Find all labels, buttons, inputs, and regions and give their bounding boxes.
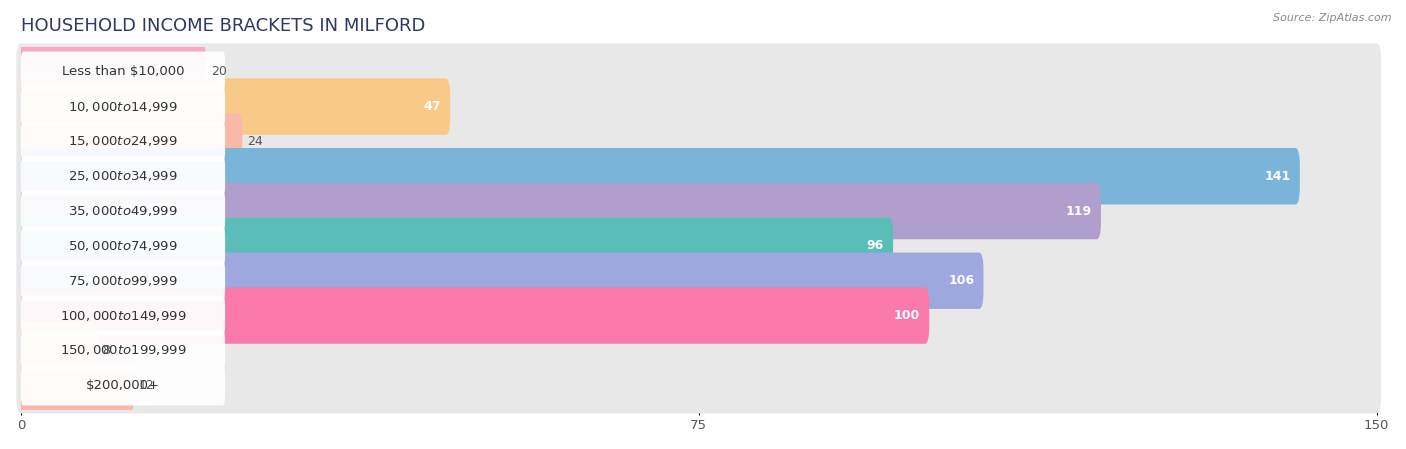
FancyBboxPatch shape <box>17 183 1381 239</box>
FancyBboxPatch shape <box>17 287 929 344</box>
FancyBboxPatch shape <box>17 44 1381 100</box>
FancyBboxPatch shape <box>17 113 242 170</box>
FancyBboxPatch shape <box>21 86 225 127</box>
FancyBboxPatch shape <box>21 52 225 92</box>
Text: 20: 20 <box>211 65 226 78</box>
Text: 119: 119 <box>1066 205 1092 218</box>
Text: $150,000 to $199,999: $150,000 to $199,999 <box>59 343 186 357</box>
Text: $200,000+: $200,000+ <box>86 379 160 392</box>
FancyBboxPatch shape <box>17 183 1101 239</box>
FancyBboxPatch shape <box>17 357 1381 414</box>
FancyBboxPatch shape <box>17 287 1381 344</box>
Text: 100: 100 <box>894 309 920 322</box>
FancyBboxPatch shape <box>21 156 225 196</box>
FancyBboxPatch shape <box>17 78 450 135</box>
FancyBboxPatch shape <box>17 218 893 274</box>
FancyBboxPatch shape <box>17 252 1381 309</box>
Text: 141: 141 <box>1264 170 1291 183</box>
FancyBboxPatch shape <box>17 148 1381 204</box>
FancyBboxPatch shape <box>21 121 225 162</box>
FancyBboxPatch shape <box>17 322 1381 379</box>
FancyBboxPatch shape <box>17 252 983 309</box>
FancyBboxPatch shape <box>21 365 225 405</box>
Text: $35,000 to $49,999: $35,000 to $49,999 <box>67 204 177 218</box>
FancyBboxPatch shape <box>17 44 207 100</box>
Text: $100,000 to $149,999: $100,000 to $149,999 <box>59 308 186 322</box>
FancyBboxPatch shape <box>17 148 1299 204</box>
Text: 12: 12 <box>138 379 155 392</box>
FancyBboxPatch shape <box>17 322 97 379</box>
FancyBboxPatch shape <box>17 357 134 414</box>
FancyBboxPatch shape <box>21 226 225 266</box>
FancyBboxPatch shape <box>17 218 1381 274</box>
Text: Source: ZipAtlas.com: Source: ZipAtlas.com <box>1274 13 1392 23</box>
Text: $10,000 to $14,999: $10,000 to $14,999 <box>67 100 177 114</box>
Text: 8: 8 <box>103 344 110 357</box>
Text: Less than $10,000: Less than $10,000 <box>62 65 184 78</box>
Text: 106: 106 <box>948 274 974 287</box>
FancyBboxPatch shape <box>17 113 1381 170</box>
Text: $15,000 to $24,999: $15,000 to $24,999 <box>67 134 177 148</box>
Text: 96: 96 <box>866 239 884 252</box>
FancyBboxPatch shape <box>21 330 225 370</box>
Text: $25,000 to $34,999: $25,000 to $34,999 <box>67 169 177 183</box>
Text: 47: 47 <box>423 100 441 113</box>
FancyBboxPatch shape <box>21 191 225 231</box>
FancyBboxPatch shape <box>21 295 225 336</box>
Text: $50,000 to $74,999: $50,000 to $74,999 <box>67 239 177 253</box>
Text: $75,000 to $99,999: $75,000 to $99,999 <box>67 274 177 288</box>
Text: HOUSEHOLD INCOME BRACKETS IN MILFORD: HOUSEHOLD INCOME BRACKETS IN MILFORD <box>21 17 425 35</box>
Text: 24: 24 <box>247 135 263 148</box>
FancyBboxPatch shape <box>17 78 1381 135</box>
FancyBboxPatch shape <box>21 260 225 301</box>
